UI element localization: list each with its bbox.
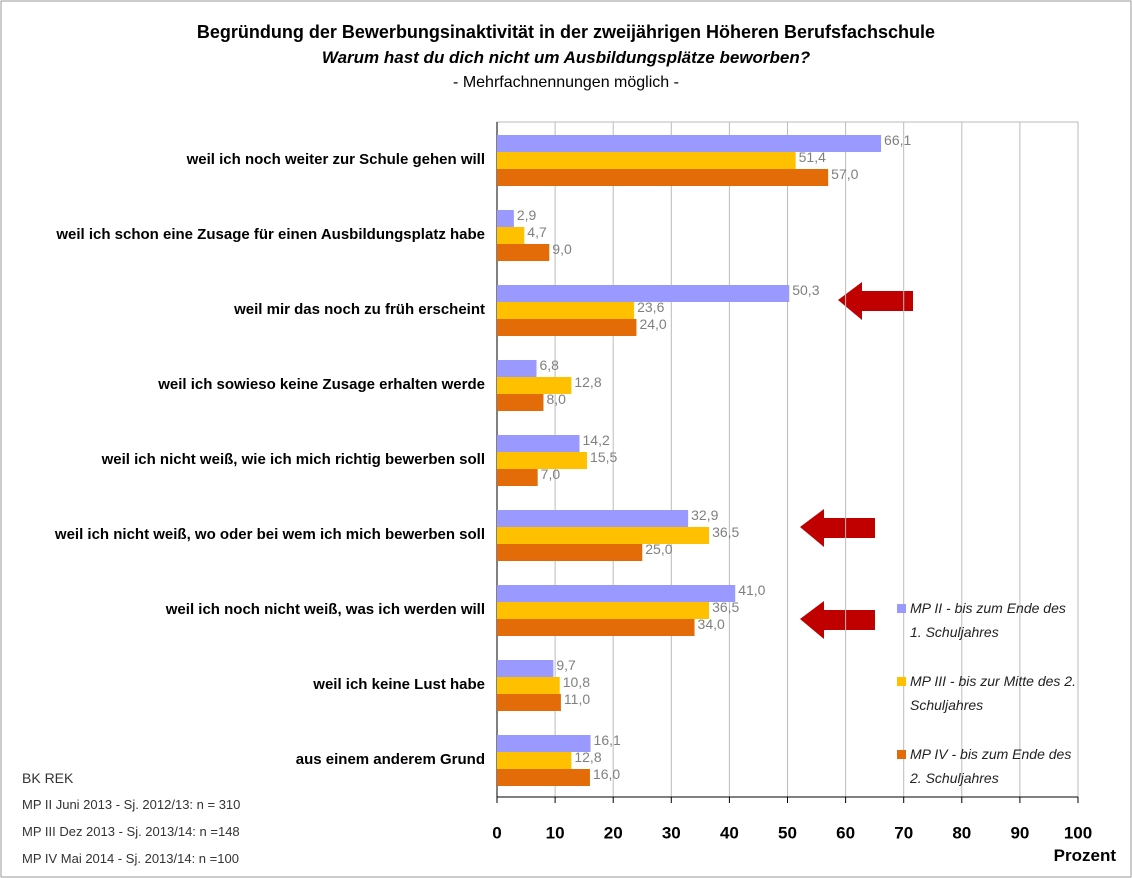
bar: [497, 469, 538, 486]
x-tick-label: 60: [836, 823, 855, 842]
x-tick-label: 20: [604, 823, 623, 842]
arrow: [800, 509, 875, 547]
x-tick-label: 40: [720, 823, 739, 842]
value-label: 50,3: [792, 282, 819, 298]
bar: [497, 244, 550, 261]
subtitle: Warum hast du dich nicht um Ausbildungsp…: [321, 48, 811, 67]
value-label: 10,8: [563, 674, 590, 690]
value-label: 25,0: [645, 541, 672, 557]
bar: [497, 302, 635, 319]
value-label: 14,2: [583, 432, 610, 448]
arrow: [838, 282, 913, 320]
bar: [497, 377, 572, 394]
category-label: weil ich keine Lust habe: [313, 675, 485, 693]
category-label: weil ich schon eine Zusage für einen Aus…: [56, 225, 485, 243]
legend-swatch: [897, 750, 906, 759]
category-label: weil ich noch weiter zur Schule gehen wi…: [186, 150, 485, 168]
category-label: weil ich sowieso keine Zusage erhalten w…: [158, 375, 485, 393]
bar: [497, 452, 588, 469]
value-label: 23,6: [637, 299, 664, 315]
value-label: 7,0: [541, 466, 561, 482]
value-label: 9,0: [552, 241, 572, 257]
bar: [497, 735, 591, 752]
x-tick-label: 70: [894, 823, 913, 842]
title: Begründung der Bewerbungsinaktivität in …: [196, 22, 936, 42]
category-label: aus einem anderem Grund: [295, 750, 485, 768]
bar: [497, 585, 736, 602]
footnote: MP II Juni 2013 - Sj. 2012/13: n = 310: [22, 797, 241, 812]
arrow: [800, 601, 875, 639]
bar: [497, 360, 537, 377]
source: BK REK: [22, 770, 74, 786]
value-label: 6,8: [540, 357, 560, 373]
bar: [497, 435, 580, 452]
legend-label: MP II - bis zum Ende des 1. Schuljahres: [910, 600, 1066, 640]
bar: [497, 527, 710, 544]
bar: [497, 169, 829, 186]
category-label: weil mir das noch zu früh erscheint: [234, 300, 485, 318]
value-label: 16,0: [593, 766, 620, 782]
bar: [497, 227, 525, 244]
x-tick-label: 0: [492, 823, 501, 842]
note: - Mehrfachnennungen möglich -: [453, 74, 679, 91]
x-tick-label: 100: [1064, 823, 1092, 842]
bar: [497, 619, 695, 636]
value-label: 9,7: [556, 657, 576, 673]
value-label: 66,1: [884, 132, 911, 148]
bar: [497, 210, 514, 227]
value-label: 24,0: [639, 316, 666, 332]
value-label: 8,0: [546, 391, 566, 407]
value-label: 32,9: [691, 507, 718, 523]
bar: [497, 285, 790, 302]
bar: [497, 544, 643, 561]
footnote: MP IV Mai 2014 - Sj. 2013/14: n =100: [22, 851, 239, 866]
category-label: weil ich noch nicht weiß, was ich werden…: [165, 600, 485, 618]
legend-label: MP IV - bis zum Ende des 2. Schuljahres: [910, 746, 1072, 786]
bar: [497, 660, 554, 677]
value-label: 36,5: [712, 524, 739, 540]
value-label: 2,9: [517, 207, 537, 223]
legend-swatch: [897, 677, 906, 686]
value-label: 11,0: [564, 691, 590, 707]
arrows: [800, 282, 913, 639]
x-tick-label: 30: [662, 823, 681, 842]
category-label: weil ich nicht weiß, wie ich mich richti…: [101, 450, 485, 468]
bar: [497, 135, 882, 152]
bar: [497, 694, 561, 711]
x-axis-label: Prozent: [1053, 846, 1116, 865]
bar: [497, 677, 560, 694]
value-label: 12,8: [574, 374, 601, 390]
value-label: 34,0: [698, 616, 725, 632]
value-label: 12,8: [574, 749, 601, 765]
bar: [497, 319, 637, 336]
value-label: 36,5: [712, 599, 739, 615]
x-tick-label: 50: [778, 823, 797, 842]
x-tick-label: 80: [952, 823, 971, 842]
bar: [497, 602, 710, 619]
bar: [497, 394, 544, 411]
footnote: MP III Dez 2013 - Sj. 2013/14: n =148: [22, 824, 240, 839]
legend-swatch: [897, 604, 906, 613]
category-label: weil ich nicht weiß, wo oder bei wem ich…: [54, 525, 485, 543]
bar: [497, 769, 590, 786]
legend-label: MP III - bis zur Mitte des 2. Schuljahre…: [910, 673, 1076, 713]
value-label: 57,0: [831, 166, 858, 182]
bar: [497, 152, 796, 169]
value-label: 41,0: [738, 582, 765, 598]
bar: [497, 510, 689, 527]
bar: [497, 752, 572, 769]
value-label: 16,1: [594, 732, 621, 748]
value-label: 51,4: [799, 149, 826, 165]
x-tick-label: 10: [546, 823, 565, 842]
value-label: 4,7: [527, 224, 547, 240]
value-label: 15,5: [590, 449, 617, 465]
x-tick-label: 90: [1010, 823, 1029, 842]
